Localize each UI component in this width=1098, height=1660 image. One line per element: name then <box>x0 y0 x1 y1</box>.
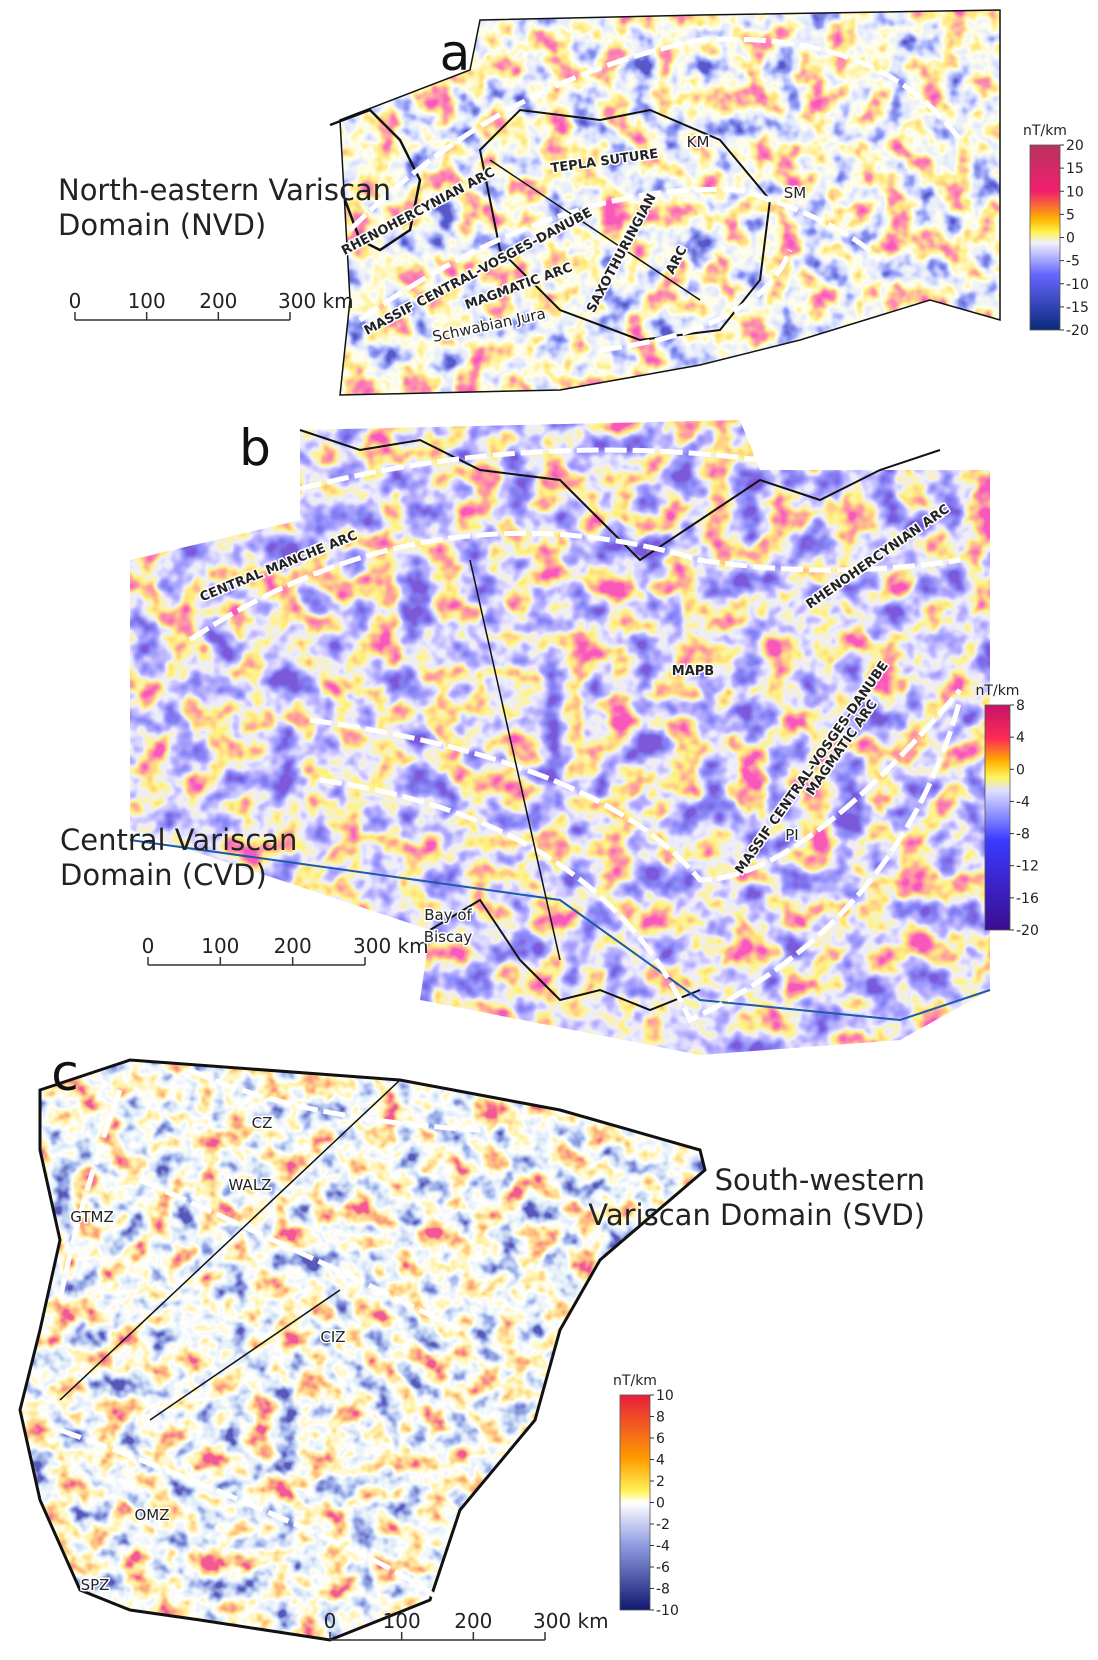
colorbar-label: 8 <box>1016 698 1025 714</box>
scale-label: 0 <box>69 289 82 313</box>
map-label: Bay of <box>424 906 472 924</box>
map-label: GTMZ <box>70 1208 113 1226</box>
map-label: CIZ <box>320 1328 345 1346</box>
domain-title: North-eastern Variscan <box>58 173 391 207</box>
map-label: WALZ <box>229 1176 272 1194</box>
panel-label: c <box>51 1044 79 1102</box>
colorbar <box>1030 145 1060 330</box>
colorbar <box>985 705 1010 930</box>
colorbar-label: -8 <box>1016 827 1030 843</box>
map-b <box>125 415 995 1065</box>
colorbar-label: 10 <box>656 1388 674 1404</box>
colorbar-label: -6 <box>656 1560 670 1576</box>
colorbar-label: -4 <box>656 1539 670 1555</box>
colorbar-label: -4 <box>1016 794 1030 810</box>
map-label: SPZ <box>81 1576 110 1594</box>
map-c <box>10 1055 710 1645</box>
panel-label: a <box>440 24 471 82</box>
map-label: KM <box>687 133 710 151</box>
colorbar-label: 10 <box>1066 184 1084 200</box>
domain-title: Domain (NVD) <box>58 208 266 242</box>
map-label: PI <box>785 826 798 844</box>
colorbar-unit: nT/km <box>613 1373 657 1389</box>
scale-label: 300 km <box>533 1609 609 1633</box>
colorbar-label: -12 <box>1016 859 1039 875</box>
colorbar-unit: nT/km <box>1023 123 1067 139</box>
colorbar-label: 2 <box>656 1474 665 1490</box>
domain-title: Central Variscan <box>60 823 297 857</box>
colorbar-label: 0 <box>1066 231 1075 247</box>
colorbar-label: 15 <box>1066 161 1084 177</box>
colorbar-label: -5 <box>1066 254 1080 270</box>
colorbar-label: -8 <box>656 1582 670 1598</box>
panel-label: b <box>239 419 271 477</box>
domain-title: Variscan Domain (SVD) <box>588 1198 925 1232</box>
map-label: OMZ <box>134 1506 169 1524</box>
colorbar-label: 4 <box>656 1453 665 1469</box>
domain-title: South-western <box>715 1163 925 1197</box>
scale-label: 100 <box>128 289 166 313</box>
scale-label: 200 <box>274 934 312 958</box>
colorbar <box>620 1395 650 1610</box>
colorbar-unit: nT/km <box>976 683 1020 699</box>
figure: aNorth-eastern VariscanDomain (NVD)01002… <box>0 0 1098 1660</box>
map-label: SM <box>784 184 806 202</box>
scale-label: 100 <box>383 1609 421 1633</box>
colorbar-label: -10 <box>656 1603 679 1619</box>
colorbar-label: 6 <box>656 1431 665 1447</box>
colorbar-label: -15 <box>1066 300 1089 316</box>
map-label: Biscay <box>424 928 473 946</box>
colorbar-label: 20 <box>1066 138 1084 154</box>
scale-label: 200 <box>199 289 237 313</box>
scale-label: 0 <box>142 934 155 958</box>
colorbar-label: -20 <box>1016 923 1039 939</box>
colorbar-label: 8 <box>656 1410 665 1426</box>
domain-title: Domain (CVD) <box>60 858 267 892</box>
colorbar-label: -2 <box>656 1517 670 1533</box>
colorbar-label: 0 <box>1016 762 1025 778</box>
scale-label: 200 <box>454 1609 492 1633</box>
scale-label: 100 <box>201 934 239 958</box>
colorbar-label: -16 <box>1016 891 1039 907</box>
map-label: CZ <box>252 1114 273 1132</box>
scale-label: 300 km <box>278 289 354 313</box>
colorbar-label: 0 <box>656 1496 665 1512</box>
colorbar-label: -20 <box>1066 323 1089 339</box>
colorbar-label: 5 <box>1066 207 1075 223</box>
scale-label: 0 <box>324 1609 337 1633</box>
colorbar-label: 4 <box>1016 730 1025 746</box>
scale-label: 300 km <box>353 934 429 958</box>
map-label: MAPB <box>672 664 714 679</box>
colorbar-label: -10 <box>1066 277 1089 293</box>
